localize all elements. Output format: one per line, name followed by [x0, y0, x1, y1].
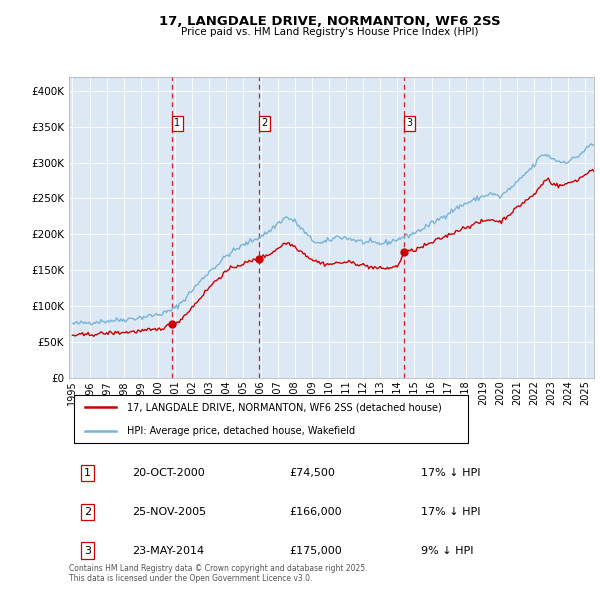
Text: £175,000: £175,000 — [290, 546, 342, 556]
Text: 1: 1 — [175, 119, 181, 129]
Text: 17, LANGDALE DRIVE, NORMANTON, WF6 2SS (detached house): 17, LANGDALE DRIVE, NORMANTON, WF6 2SS (… — [127, 402, 442, 412]
Text: Contains HM Land Registry data © Crown copyright and database right 2025.
This d: Contains HM Land Registry data © Crown c… — [69, 563, 367, 583]
Text: 17, LANGDALE DRIVE, NORMANTON, WF6 2SS: 17, LANGDALE DRIVE, NORMANTON, WF6 2SS — [159, 15, 501, 28]
Text: 23-MAY-2014: 23-MAY-2014 — [132, 546, 204, 556]
Text: 2: 2 — [262, 119, 268, 129]
Text: 3: 3 — [84, 546, 91, 556]
Text: 25-NOV-2005: 25-NOV-2005 — [132, 507, 206, 517]
Text: Price paid vs. HM Land Registry's House Price Index (HPI): Price paid vs. HM Land Registry's House … — [181, 27, 479, 37]
Text: 17% ↓ HPI: 17% ↓ HPI — [421, 468, 480, 478]
Text: £166,000: £166,000 — [290, 507, 342, 517]
Text: 17% ↓ HPI: 17% ↓ HPI — [421, 507, 480, 517]
Text: 20-OCT-2000: 20-OCT-2000 — [132, 468, 205, 478]
Text: 3: 3 — [407, 119, 413, 129]
Text: £74,500: £74,500 — [290, 468, 335, 478]
Text: HPI: Average price, detached house, Wakefield: HPI: Average price, detached house, Wake… — [127, 425, 355, 435]
Text: 1: 1 — [84, 468, 91, 478]
Text: 2: 2 — [84, 507, 91, 517]
FancyBboxPatch shape — [74, 395, 468, 442]
Text: 9% ↓ HPI: 9% ↓ HPI — [421, 546, 473, 556]
